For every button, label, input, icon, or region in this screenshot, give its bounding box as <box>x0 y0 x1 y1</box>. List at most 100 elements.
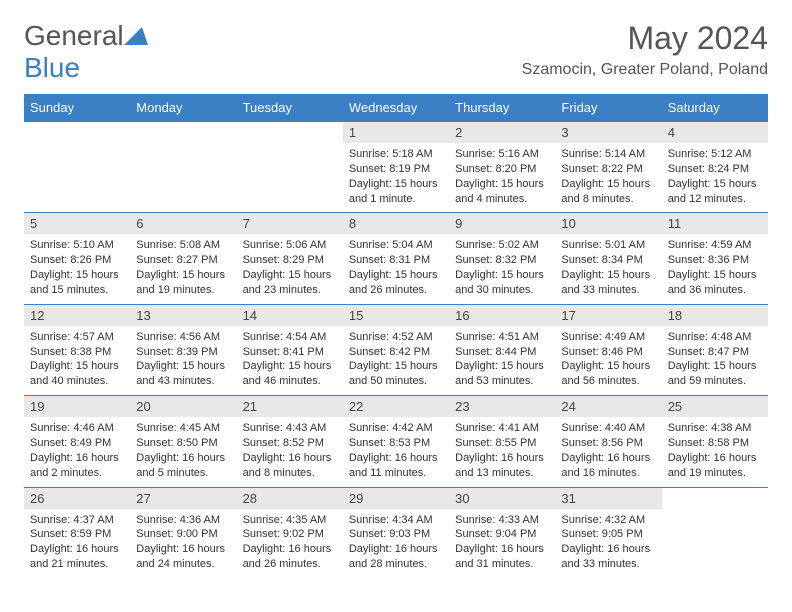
weekday-header: Sunday <box>24 94 130 122</box>
sunrise-text: Sunrise: 5:08 AM <box>136 238 230 253</box>
daylight-text: Daylight: 16 hours and 5 minutes. <box>136 451 230 481</box>
day-number-cell: 6 <box>130 213 236 235</box>
day-number-cell: 31 <box>555 487 661 509</box>
daylight-text: Daylight: 15 hours and 15 minutes. <box>30 268 124 298</box>
sunrise-text: Sunrise: 4:52 AM <box>349 330 443 345</box>
daylight-text: Daylight: 15 hours and 59 minutes. <box>668 359 762 389</box>
sunset-text: Sunset: 8:36 PM <box>668 253 762 268</box>
sunset-text: Sunset: 8:19 PM <box>349 162 443 177</box>
day-number-cell: 26 <box>24 487 130 509</box>
day-detail-row: Sunrise: 5:18 AMSunset: 8:19 PMDaylight:… <box>24 143 768 213</box>
sunset-text: Sunset: 8:20 PM <box>455 162 549 177</box>
day-detail-cell: Sunrise: 4:32 AMSunset: 9:05 PMDaylight:… <box>555 509 661 578</box>
day-number-cell: 17 <box>555 304 661 326</box>
sunrise-text: Sunrise: 4:35 AM <box>243 513 337 528</box>
logo-text: GeneralBlue <box>24 20 148 84</box>
sunrise-text: Sunrise: 5:16 AM <box>455 147 549 162</box>
sunset-text: Sunset: 8:49 PM <box>30 436 124 451</box>
sunset-text: Sunset: 9:02 PM <box>243 527 337 542</box>
day-detail-cell: Sunrise: 4:43 AMSunset: 8:52 PMDaylight:… <box>237 417 343 487</box>
day-number-cell: 20 <box>130 396 236 418</box>
month-title: May 2024 <box>522 20 768 57</box>
sunset-text: Sunset: 8:41 PM <box>243 345 337 360</box>
day-detail-cell: Sunrise: 5:16 AMSunset: 8:20 PMDaylight:… <box>449 143 555 213</box>
day-detail-cell <box>24 143 130 213</box>
sunrise-text: Sunrise: 5:04 AM <box>349 238 443 253</box>
daylight-text: Daylight: 15 hours and 26 minutes. <box>349 268 443 298</box>
sunrise-text: Sunrise: 4:59 AM <box>668 238 762 253</box>
day-detail-cell: Sunrise: 4:38 AMSunset: 8:58 PMDaylight:… <box>662 417 768 487</box>
sunrise-text: Sunrise: 5:06 AM <box>243 238 337 253</box>
weekday-header: Monday <box>130 94 236 122</box>
day-detail-cell: Sunrise: 5:10 AMSunset: 8:26 PMDaylight:… <box>24 234 130 304</box>
sunrise-text: Sunrise: 4:40 AM <box>561 421 655 436</box>
day-detail-cell: Sunrise: 5:12 AMSunset: 8:24 PMDaylight:… <box>662 143 768 213</box>
day-number-cell: 1 <box>343 122 449 144</box>
sunset-text: Sunset: 9:00 PM <box>136 527 230 542</box>
daylight-text: Daylight: 16 hours and 24 minutes. <box>136 542 230 572</box>
sunrise-text: Sunrise: 4:42 AM <box>349 421 443 436</box>
location-label: Szamocin, Greater Poland, Poland <box>522 61 768 79</box>
daylight-text: Daylight: 15 hours and 1 minute. <box>349 177 443 207</box>
day-number-cell <box>662 487 768 509</box>
daylight-text: Daylight: 16 hours and 19 minutes. <box>668 451 762 481</box>
day-number-cell: 12 <box>24 304 130 326</box>
day-number-cell: 28 <box>237 487 343 509</box>
day-number-cell: 2 <box>449 122 555 144</box>
day-detail-cell: Sunrise: 4:57 AMSunset: 8:38 PMDaylight:… <box>24 326 130 396</box>
day-number-cell <box>237 122 343 144</box>
sunrise-text: Sunrise: 4:46 AM <box>30 421 124 436</box>
day-number-row: 12131415161718 <box>24 304 768 326</box>
day-number-cell: 19 <box>24 396 130 418</box>
day-detail-cell: Sunrise: 4:49 AMSunset: 8:46 PMDaylight:… <box>555 326 661 396</box>
sunrise-text: Sunrise: 4:34 AM <box>349 513 443 528</box>
sunrise-text: Sunrise: 4:57 AM <box>30 330 124 345</box>
sunset-text: Sunset: 9:03 PM <box>349 527 443 542</box>
sunrise-text: Sunrise: 4:56 AM <box>136 330 230 345</box>
sunset-text: Sunset: 8:56 PM <box>561 436 655 451</box>
sunrise-text: Sunrise: 4:38 AM <box>668 421 762 436</box>
daylight-text: Daylight: 16 hours and 33 minutes. <box>561 542 655 572</box>
day-number-cell: 15 <box>343 304 449 326</box>
sunset-text: Sunset: 8:55 PM <box>455 436 549 451</box>
weekday-header-row: SundayMondayTuesdayWednesdayThursdayFrid… <box>24 94 768 122</box>
day-detail-row: Sunrise: 5:10 AMSunset: 8:26 PMDaylight:… <box>24 234 768 304</box>
sunset-text: Sunset: 8:32 PM <box>455 253 549 268</box>
sunset-text: Sunset: 8:59 PM <box>30 527 124 542</box>
day-number-row: 262728293031 <box>24 487 768 509</box>
day-detail-cell: Sunrise: 4:59 AMSunset: 8:36 PMDaylight:… <box>662 234 768 304</box>
daylight-text: Daylight: 16 hours and 28 minutes. <box>349 542 443 572</box>
sunset-text: Sunset: 8:50 PM <box>136 436 230 451</box>
day-detail-cell: Sunrise: 4:34 AMSunset: 9:03 PMDaylight:… <box>343 509 449 578</box>
day-detail-row: Sunrise: 4:37 AMSunset: 8:59 PMDaylight:… <box>24 509 768 578</box>
daylight-text: Daylight: 16 hours and 31 minutes. <box>455 542 549 572</box>
day-detail-cell: Sunrise: 4:42 AMSunset: 8:53 PMDaylight:… <box>343 417 449 487</box>
day-number-cell: 13 <box>130 304 236 326</box>
day-number-cell: 16 <box>449 304 555 326</box>
daylight-text: Daylight: 16 hours and 11 minutes. <box>349 451 443 481</box>
weekday-header: Wednesday <box>343 94 449 122</box>
title-block: May 2024 Szamocin, Greater Poland, Polan… <box>522 20 768 79</box>
day-number-cell: 10 <box>555 213 661 235</box>
day-detail-cell: Sunrise: 4:36 AMSunset: 9:00 PMDaylight:… <box>130 509 236 578</box>
daylight-text: Daylight: 15 hours and 30 minutes. <box>455 268 549 298</box>
day-detail-cell: Sunrise: 4:46 AMSunset: 8:49 PMDaylight:… <box>24 417 130 487</box>
daylight-text: Daylight: 16 hours and 26 minutes. <box>243 542 337 572</box>
sunset-text: Sunset: 8:47 PM <box>668 345 762 360</box>
daylight-text: Daylight: 15 hours and 8 minutes. <box>561 177 655 207</box>
day-detail-cell: Sunrise: 5:04 AMSunset: 8:31 PMDaylight:… <box>343 234 449 304</box>
day-detail-cell: Sunrise: 5:01 AMSunset: 8:34 PMDaylight:… <box>555 234 661 304</box>
day-number-row: 1234 <box>24 122 768 144</box>
sunrise-text: Sunrise: 4:37 AM <box>30 513 124 528</box>
sunrise-text: Sunrise: 4:43 AM <box>243 421 337 436</box>
day-number-cell <box>24 122 130 144</box>
daylight-text: Daylight: 15 hours and 56 minutes. <box>561 359 655 389</box>
sunset-text: Sunset: 8:58 PM <box>668 436 762 451</box>
weekday-header: Saturday <box>662 94 768 122</box>
daylight-text: Daylight: 16 hours and 13 minutes. <box>455 451 549 481</box>
day-number-cell: 5 <box>24 213 130 235</box>
calendar-body: 1234Sunrise: 5:18 AMSunset: 8:19 PMDayli… <box>24 122 768 578</box>
daylight-text: Daylight: 16 hours and 21 minutes. <box>30 542 124 572</box>
sunrise-text: Sunrise: 5:02 AM <box>455 238 549 253</box>
daylight-text: Daylight: 15 hours and 43 minutes. <box>136 359 230 389</box>
